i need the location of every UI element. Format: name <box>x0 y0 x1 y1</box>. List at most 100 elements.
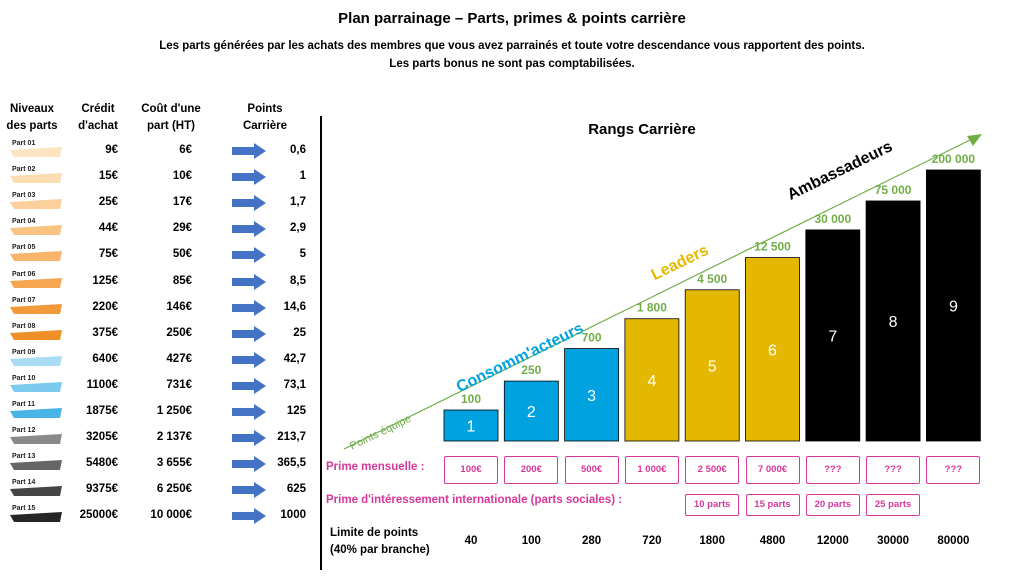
credit-value: 220€ <box>92 300 118 313</box>
part-wedge-icon <box>10 460 62 471</box>
cout-value: 10€ <box>172 170 192 183</box>
credit-value: 25000€ <box>79 509 118 522</box>
subtitle-line-1: Les parts générées par les achats des me… <box>159 40 865 52</box>
arrow-right-icon <box>232 404 266 420</box>
table-row: Part 05 75€ 50€ 5 <box>0 242 320 268</box>
header-credit: Crédit d'achat <box>68 101 128 135</box>
credit-value: 9375€ <box>86 483 118 496</box>
arrow-right-icon <box>232 143 266 159</box>
table-row: Part 07 220€ 146€ 14,6 <box>0 295 320 321</box>
credit-value: 5480€ <box>86 457 118 470</box>
part-label: Part 10 <box>12 374 36 382</box>
interessement-box: 15 parts <box>745 494 800 516</box>
part-label: Part 05 <box>12 244 36 252</box>
limite-value: 1800 <box>699 535 725 547</box>
header-credit-l1: Crédit <box>81 103 115 115</box>
bar-value-label: 700 <box>582 331 602 345</box>
points-value: 2,9 <box>290 222 306 235</box>
cout-value: 6€ <box>179 144 192 156</box>
arrow-right-icon <box>232 377 266 394</box>
cout-value: 250€ <box>166 326 192 339</box>
credit-value: 1100€ <box>86 378 118 391</box>
part-wedge-icon <box>10 251 62 262</box>
part-label: Part 07 <box>12 296 36 304</box>
prime-box: 2 500€ <box>685 456 740 484</box>
part-wedge-icon <box>10 355 62 366</box>
divider-line <box>320 116 322 570</box>
prime-box: ??? <box>926 456 981 484</box>
part-label: Part 01 <box>12 140 36 147</box>
part-label: Part 06 <box>12 270 36 278</box>
part-wedge-icon <box>10 199 62 210</box>
limite-value: 80000 <box>937 535 970 547</box>
cout-value: 3 655€ <box>156 457 192 470</box>
arrow-right-icon <box>232 299 266 316</box>
interessement-box: 25 parts <box>866 494 921 516</box>
header-points-l2: Carrière <box>242 120 288 132</box>
cout-value: 2 137€ <box>156 431 192 444</box>
prime-box: 100€ <box>444 456 498 484</box>
header-credit-l2: d'achat <box>78 120 118 132</box>
subtitle-line-2: Les parts bonus ne sont pas comptabilisé… <box>389 58 635 70</box>
credit-value: 75€ <box>98 248 118 261</box>
arrow-right-icon <box>232 325 266 342</box>
bar-value-label: 12 500 <box>754 240 791 254</box>
points-value: 625 <box>286 483 306 496</box>
table-row: Part 02 15€ 10€ 1 <box>0 164 320 190</box>
table-row: Part 01 9€ 6€ 0,6 <box>0 138 320 164</box>
prime-box: 200€ <box>504 456 559 484</box>
bar <box>805 229 861 442</box>
credit-value: 25€ <box>98 196 118 209</box>
table-row: Part 14 9375€ 6 250€ 625 <box>0 477 320 503</box>
arrow-right-icon <box>232 169 266 186</box>
arrow-right-icon <box>232 508 266 525</box>
arrow-right-icon <box>232 430 266 447</box>
cout-value: 10 000€ <box>150 509 192 522</box>
bar-category-label: 8 <box>889 314 898 331</box>
prime-box: 7 000€ <box>745 456 800 484</box>
part-wedge-icon <box>10 408 62 418</box>
arrow-right-icon <box>232 273 266 290</box>
arrow-right-icon <box>232 456 266 473</box>
points-value: 8,5 <box>290 274 306 287</box>
cout-value: 427€ <box>166 352 192 365</box>
part-label: Part 13 <box>12 453 36 461</box>
arrow-right-icon <box>232 351 266 368</box>
points-value: 25 <box>293 326 306 339</box>
points-value: 0,6 <box>290 144 306 156</box>
bar <box>564 348 620 442</box>
points-value: 1,7 <box>290 196 306 209</box>
arrow-right-icon <box>232 221 266 238</box>
bar-value-label: 4 500 <box>697 272 727 286</box>
bar-category-label: 6 <box>768 342 777 359</box>
cout-value: 1 250€ <box>156 405 192 417</box>
table-row: Part 06 125€ 85€ 8,5 <box>0 269 320 295</box>
part-label: Part 02 <box>12 166 36 174</box>
prime-box: 1 000€ <box>624 456 679 484</box>
credit-value: 1875€ <box>86 405 118 417</box>
part-label: Part 14 <box>12 479 36 487</box>
bar <box>624 318 680 442</box>
limite-value: 720 <box>642 535 662 547</box>
arrow-right-icon <box>232 247 266 264</box>
points-value: 213,7 <box>277 431 306 444</box>
part-wedge-icon <box>10 381 62 392</box>
header-niveaux-l1: Niveaux <box>9 103 55 115</box>
limite-label-l2: (40% par branche) <box>330 544 430 556</box>
cout-value: 29€ <box>172 222 192 235</box>
cout-value: 85€ <box>172 274 192 287</box>
limite-label-l1: Limite de points <box>330 527 419 539</box>
table-row: Part 13 5480€ 3 655€ 365,5 <box>0 451 320 477</box>
part-wedge-icon <box>10 225 62 236</box>
bar <box>745 257 800 442</box>
table-row: Part 15 25000€ 10 000€ 1000 <box>0 503 320 529</box>
interessement-box: 10 parts <box>685 494 740 516</box>
bar-category-label: 3 <box>587 388 596 405</box>
chart-title: Rangs Carrière <box>588 121 696 138</box>
table-row: Part 11 1875€ 1 250€ 125 <box>0 399 320 425</box>
credit-value: 125€ <box>92 274 118 287</box>
cout-value: 50€ <box>172 248 192 261</box>
bar-value-label: 1 800 <box>637 301 667 315</box>
interessement-label: Prime d'intéressement internationale (pa… <box>326 494 623 506</box>
table-row: Part 09 640€ 427€ 42,7 <box>0 347 320 373</box>
